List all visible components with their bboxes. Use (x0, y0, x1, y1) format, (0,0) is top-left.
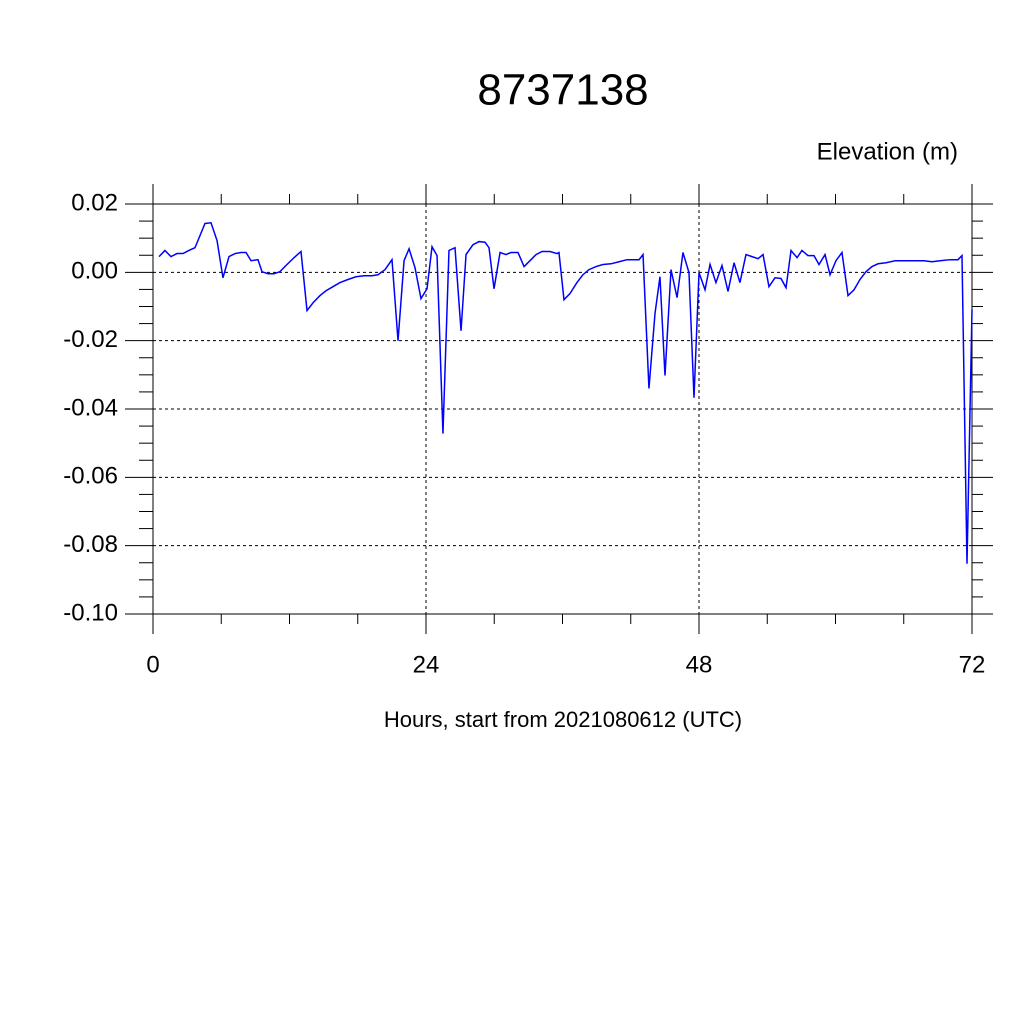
y-tick-label: -0.08 (63, 531, 118, 558)
x-tick-label: 72 (959, 651, 986, 678)
y-tick-label: -0.06 (63, 463, 118, 490)
y-axis-label: Elevation (m) (817, 138, 958, 165)
y-tick-label: 0.02 (71, 189, 118, 216)
data-line (158, 221, 973, 564)
x-tick-label: 24 (413, 651, 440, 678)
x-tick-label: 48 (686, 651, 713, 678)
y-tick-label: -0.10 (63, 599, 118, 626)
x-axis-label: Hours, start from 2021080612 (UTC) (384, 707, 742, 732)
y-tick-label: -0.04 (63, 394, 118, 421)
y-tick-label: 0.00 (71, 258, 118, 285)
y-tick-label: -0.02 (63, 326, 118, 353)
chart-title: 8737138 (477, 66, 648, 115)
plot-frame (152, 203, 973, 615)
x-tick-label: 0 (146, 651, 159, 678)
